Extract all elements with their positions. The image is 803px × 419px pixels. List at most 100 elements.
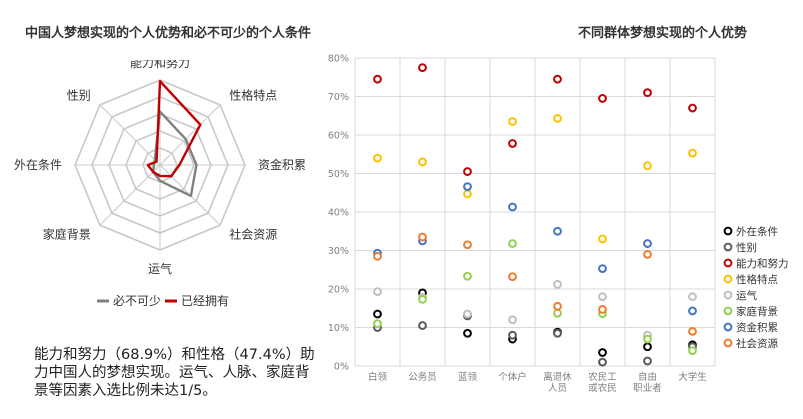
legend-label: 运气 [736,289,757,302]
radar-axis-label: 性格特点 [229,88,277,103]
scatter-point [643,161,652,171]
radar-chart-title: 中国人梦想实现的个人优势和必不可少的个人条件 [25,26,312,41]
y-tick-label: 0% [334,362,349,373]
legend-label: 外在条件 [736,225,778,238]
scatter-point [463,182,472,191]
scatter-point [418,232,427,242]
scatter-point [463,271,472,281]
scatter-point [508,202,517,212]
scatter-point [508,315,517,325]
scatter-point [373,287,382,297]
radar-spoke [99,164,161,226]
scatter-point [463,309,472,319]
y-tick-label: 60% [328,131,349,142]
scatter-point [508,272,517,282]
scatter-point [463,328,472,338]
radar-axis-label: 家庭背景 [43,226,91,241]
radar-axis-label: 性别 [67,89,91,103]
radar-axis-label: 外在条件 [14,158,62,172]
x-tick-label: 离退休人员 [543,371,572,394]
radar-axis-label: 社会资源 [229,226,277,241]
radar-axis-label: 资金积累 [258,157,306,172]
scatter-point [598,94,607,103]
scatter-point [643,249,652,259]
x-tick-label: 个体户 [498,371,527,383]
scatter-point [598,292,607,302]
radar-series-owned [146,80,202,178]
scatter-point [643,356,652,366]
scatter-point [598,305,607,314]
scatter-point [508,139,517,148]
scatter-point [688,103,697,113]
legend-label: 能力和努力 [736,257,789,270]
scatter-point [553,226,562,236]
scatter-point [508,239,517,248]
scatter-point [688,306,697,316]
scatter-point [598,357,607,367]
radar-axis-label: 运气 [148,261,172,276]
scatter-point [688,346,697,356]
legend-marker [723,306,733,316]
scatter-point [553,114,562,123]
y-tick-label: 20% [328,285,349,296]
y-tick-label: 50% [328,169,349,180]
scatter-point [598,234,607,244]
scatter-point [463,240,472,250]
scatter-point [508,117,517,126]
scatter-point [418,321,427,330]
y-tick-label: 10% [328,323,349,334]
legend-marker [723,226,733,236]
legend-marker [723,242,733,252]
y-tick-label: 70% [328,92,349,103]
legend-label: 已经拥有 [181,294,229,308]
scatter-point [373,319,382,329]
scatter-point [553,308,562,318]
legend-label: 社会资源 [736,337,778,350]
scatter-point [643,334,652,344]
legend-marker [723,258,733,268]
scatter-point [598,348,607,357]
scatter-point [643,239,652,248]
x-tick-label: 公务员 [408,371,437,383]
legend-label: 性格特点 [736,273,778,286]
scatter-point [463,189,472,199]
scatter-point [553,279,562,289]
legend-label: 必不可少 [113,294,161,308]
legend-marker [723,290,733,300]
x-tick-label: 蓝领 [458,371,478,383]
x-tick-label: 自由职业者 [633,371,662,394]
x-tick-label: 白领 [368,371,388,383]
scatter-point [643,88,652,98]
y-tick-label: 80% [328,54,349,65]
scatter-chart-title: 不同群体梦想实现的个人优势 [578,26,748,41]
scatter-point [553,328,562,338]
summary-text: 能力和努力（68.9%）和性格（47.4%）助力中国人的梦想实现。运气、人脉、家… [34,347,315,399]
scatter-point [508,330,517,340]
x-tick-label: 农民工或农民 [588,371,617,394]
scatter-point [418,63,427,73]
y-tick-label: 30% [328,246,349,257]
scatter-point [418,294,427,304]
scatter-point [688,292,697,302]
legend-label: 资金积累 [736,321,778,334]
scatter-point [373,251,382,261]
scatter-point [553,301,562,311]
scatter-point [598,264,607,273]
scatter-point [643,342,652,352]
legend-label: 性别 [736,241,757,254]
scatter-point [553,74,562,84]
legend-marker [723,338,733,348]
scatter-point [463,167,472,176]
x-tick-label: 大学生 [678,371,707,383]
scatter-point [373,74,382,84]
scatter-point [418,157,427,167]
scatter-chart: 0% 10% 20% 30% 40% 50% 60% 70% 80% 白领 公务员 蓝领 个体户 离退休人… [328,54,789,395]
y-tick-label: 40% [328,208,349,219]
legend-marker [723,322,733,332]
scatter-point [688,326,697,336]
legend-label: 家庭背景 [736,305,778,318]
radar-spoke [99,104,161,166]
scatter-point [373,309,382,319]
radar-spoke [159,104,221,166]
